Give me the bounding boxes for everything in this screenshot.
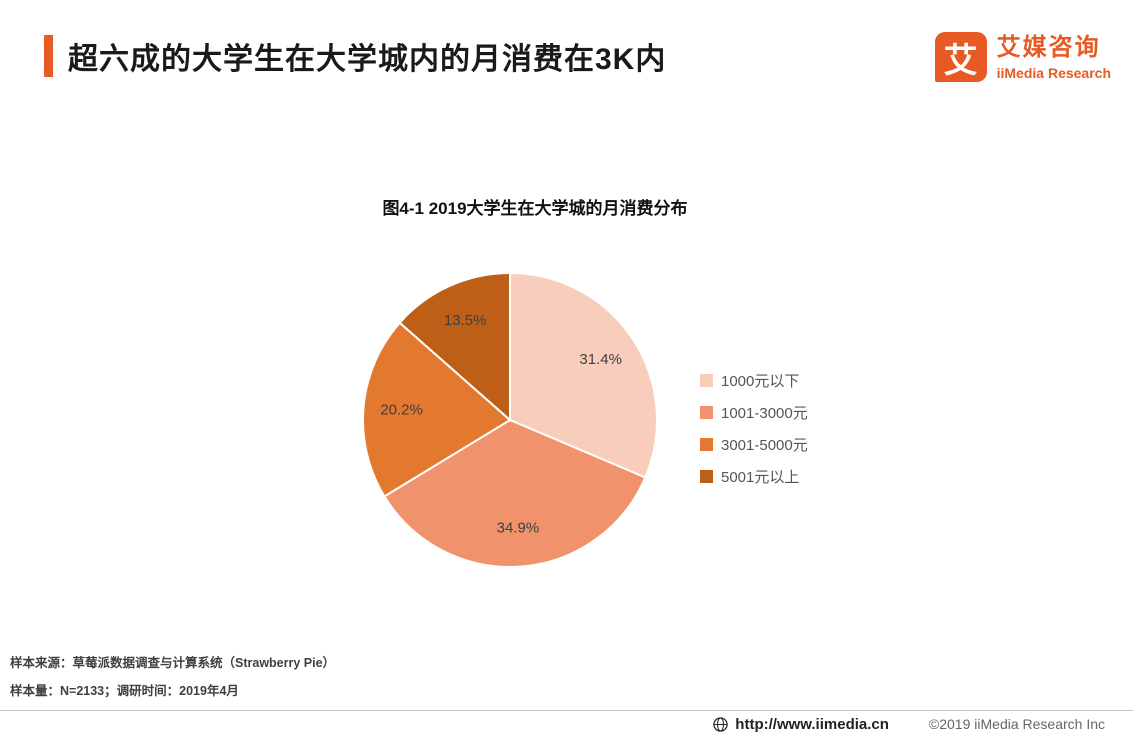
logo-icon: 艾	[934, 32, 987, 82]
chart-legend: 1000元以下 1001-3000元 3001-5000元 5001元以上	[700, 370, 808, 487]
pie-slice	[362, 321, 512, 498]
legend-label: 1001-3000元	[721, 405, 808, 422]
title-accent-bar	[44, 35, 53, 77]
source-notes: 样本来源：草莓派数据调查与计算系统（Strawberry Pie） 样本量：N=…	[10, 650, 335, 705]
legend-swatch	[700, 374, 713, 387]
bottom-bar: http://www.iimedia.cn ©2019 iiMedia Rese…	[0, 710, 1133, 737]
legend-label: 3001-5000元	[721, 437, 808, 454]
sample-size: 样本量：N=2133；调研时间：2019年4月	[10, 683, 239, 698]
legend-item: 3001-5000元	[700, 434, 808, 455]
legend-label: 5001元以上	[721, 469, 800, 486]
logo-text: 艾媒咨询 iiMedia Research	[997, 32, 1111, 81]
copyright-text: ©2019 iiMedia Research Inc	[928, 716, 1105, 732]
website-group: http://www.iimedia.cn	[713, 716, 889, 733]
globe-icon	[713, 716, 728, 732]
sample-source: 样本来源：草莓派数据调查与计算系统（Strawberry Pie）	[10, 656, 336, 670]
pie-slice	[398, 271, 511, 423]
page-title: 超六成的大学生在大学城内的月消费在3K内	[68, 43, 667, 76]
header: 超六成的大学生在大学城内的月消费在3K内	[44, 34, 666, 78]
legend-swatch	[700, 470, 713, 483]
brand-logo: 艾 艾媒咨询 iiMedia Research	[934, 32, 1111, 82]
legend-item: 1000元以下	[700, 370, 808, 391]
legend-label: 1000元以下	[721, 373, 800, 390]
legend-item: 1001-3000元	[700, 402, 808, 423]
pie-chart-svg: 31.4% 34.9% 20.2% 13.5%	[362, 271, 658, 568]
pie-percent-label: 20.2%	[380, 401, 423, 418]
chart-title: 图4-1 2019大学生在大学城的月消费分布	[382, 199, 688, 218]
website-url: http://www.iimedia.cn	[735, 715, 889, 733]
logo-name-cn: 艾媒咨询	[996, 34, 1101, 61]
legend-swatch	[700, 438, 713, 451]
logo-name-en: iiMedia Research	[996, 64, 1111, 81]
pie-chart: 31.4% 34.9% 20.2% 13.5%	[350, 260, 670, 580]
pie-percent-label: 31.4%	[579, 351, 622, 368]
legend-item: 5001元以上	[700, 466, 808, 487]
pie-percent-label: 34.9%	[497, 519, 540, 536]
pie-slice	[509, 271, 658, 479]
legend-swatch	[700, 406, 713, 419]
pie-percent-label: 13.5%	[444, 312, 487, 329]
